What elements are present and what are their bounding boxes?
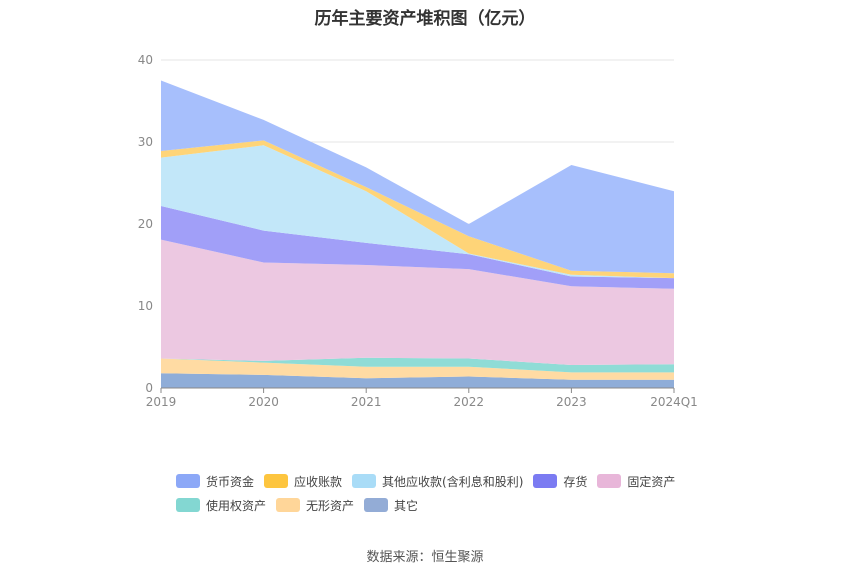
area-series-2 — [161, 357, 674, 373]
y-tick-label: 40 — [138, 53, 153, 67]
legend-swatch — [364, 498, 389, 512]
legend-label: 固定资产 — [627, 474, 676, 489]
y-tick-label: 10 — [138, 299, 153, 313]
area-series — [161, 80, 674, 388]
area-series-1 — [161, 358, 674, 380]
chart-legend: 货币资金 应收账款 其他应收款(含利息和股利) 存货 固定资产使用权资产 无形资产 其它 — [176, 472, 696, 520]
axes: 0 10 20 30 40 2019 2020 2021 2022 2023 2024Q1 — [138, 53, 698, 409]
legend-label: 其它 — [394, 498, 419, 513]
area-series-0 — [161, 373, 674, 388]
area-series-7 — [161, 80, 674, 274]
legend-swatch — [597, 474, 622, 488]
legend-item[interactable]: 其它 — [364, 496, 418, 514]
x-tick-label: 2023 — [556, 395, 587, 409]
x-tick-label: 2020 — [248, 395, 279, 409]
x-tick-label: 2024Q1 — [650, 395, 698, 409]
area-series-3 — [161, 239, 674, 365]
legend-label: 货币资金 — [206, 474, 255, 489]
legend-swatch — [533, 474, 558, 488]
y-tick-label: 20 — [138, 217, 153, 231]
legend-item[interactable]: 应收账款 — [264, 472, 342, 490]
legend-item[interactable]: 固定资产 — [597, 472, 675, 490]
y-tick-label: 30 — [138, 135, 153, 149]
legend-swatch — [176, 498, 200, 512]
area-series-4 — [161, 206, 674, 289]
legend-item[interactable]: 无形资产 — [276, 496, 354, 514]
legend-label: 使用权资产 — [206, 498, 267, 513]
legend-swatch — [352, 474, 377, 488]
x-tick-label: 2021 — [351, 395, 382, 409]
legend-swatch — [264, 474, 289, 488]
legend-item[interactable]: 其他应收款(含利息和股利) — [352, 472, 523, 490]
area-series-5 — [161, 145, 674, 279]
x-tick-label: 2019 — [146, 395, 177, 409]
y-tick-label: 0 — [145, 381, 153, 395]
legend-label: 其他应收款(含利息和股利) — [382, 474, 524, 489]
legend-item[interactable]: 货币资金 — [176, 472, 254, 490]
x-tick-label: 2022 — [454, 395, 485, 409]
legend-item[interactable]: 使用权资产 — [176, 496, 266, 514]
legend-item[interactable]: 存货 — [533, 472, 587, 490]
legend-swatch — [176, 474, 200, 488]
source-note: 数据来源：恒生聚源 — [366, 550, 484, 565]
legend-swatch — [276, 498, 301, 512]
legend-label: 存货 — [563, 474, 588, 489]
chart-title: 历年主要资产堆积图（亿元） — [314, 9, 536, 29]
legend-label: 无形资产 — [306, 498, 355, 513]
legend-label: 应收账款 — [294, 474, 343, 489]
